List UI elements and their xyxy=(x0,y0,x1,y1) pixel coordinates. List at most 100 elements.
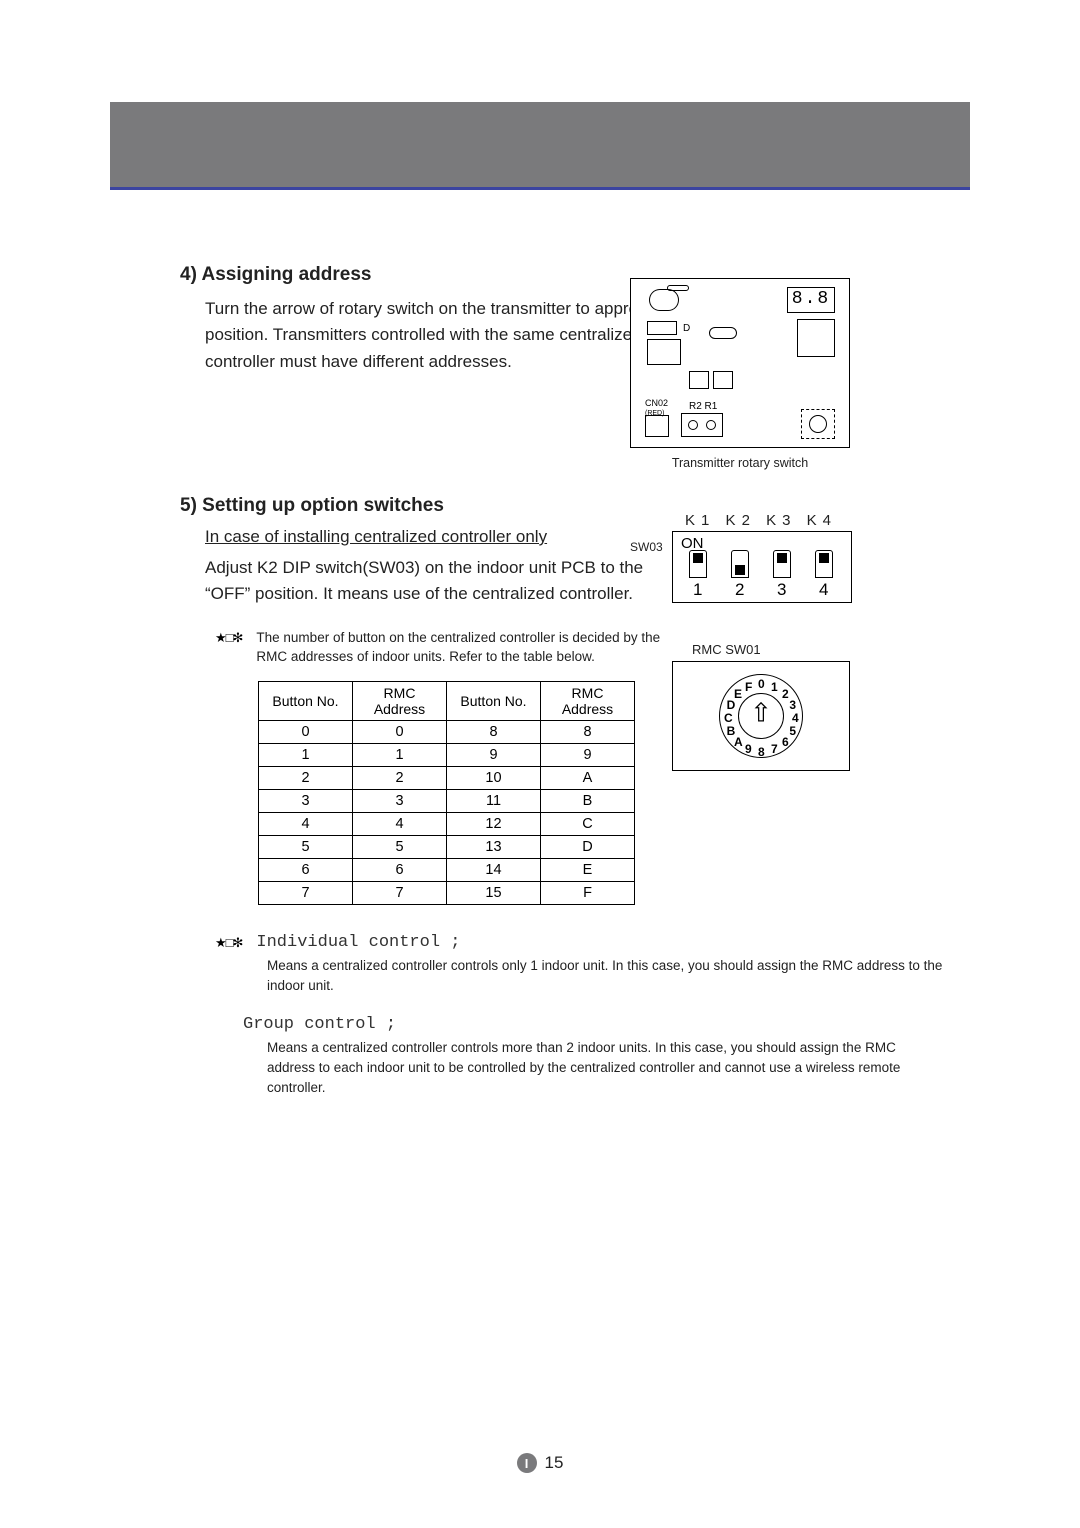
d-label: D xyxy=(683,323,690,334)
sw03-label: SW03 xyxy=(630,540,663,554)
rotary-char: 6 xyxy=(782,735,789,749)
table-cell: 7 xyxy=(259,882,353,905)
dip-switch xyxy=(773,550,791,578)
k-labels: K1 K2 K3 K4 xyxy=(672,512,850,529)
terminal-icon xyxy=(681,413,723,437)
header-bar xyxy=(110,102,970,190)
r-label: R2 R1 xyxy=(689,401,717,412)
table-row: 1199 xyxy=(259,744,635,767)
rotary-char: C xyxy=(724,711,733,725)
rotary-char: 4 xyxy=(792,711,799,725)
rotary-char: B xyxy=(727,724,736,738)
page-number: 15 xyxy=(545,1453,564,1473)
table-cell: E xyxy=(541,859,635,882)
component-icon xyxy=(709,327,737,339)
group-control-body: Means a centralized controller controls … xyxy=(267,1038,947,1099)
table-cell: 8 xyxy=(541,721,635,744)
table-cell: 1 xyxy=(353,744,447,767)
table-cell: 4 xyxy=(353,813,447,836)
table-cell: 13 xyxy=(447,836,541,859)
rotary-char: 8 xyxy=(758,745,765,759)
rotary-char: 9 xyxy=(745,742,752,756)
table-cell: 0 xyxy=(259,721,353,744)
rmc-sw01-label: RMC SW01 xyxy=(692,642,862,657)
connector-icon xyxy=(645,415,669,437)
table-cell: 7 xyxy=(353,882,447,905)
transmitter-box: 8.8 D CN02(RED) R2 R1 xyxy=(630,278,850,448)
individual-control-title: Individual control ; xyxy=(256,933,460,952)
table-cell: 1 xyxy=(259,744,353,767)
transmitter-figure: 8.8 D CN02(RED) R2 R1 Transmitter rotary… xyxy=(630,278,850,470)
table-cell: A xyxy=(541,767,635,790)
rotary-char: 7 xyxy=(771,742,778,756)
section-4-body: Turn the arrow of rotary switch on the t… xyxy=(205,296,690,375)
table-row: 4412C xyxy=(259,813,635,836)
table-header: Button No. xyxy=(259,681,353,720)
definitions: ★□✻ Individual control ; Means a central… xyxy=(215,933,970,1098)
table-cell: 9 xyxy=(541,744,635,767)
table-header: RMCAddress xyxy=(541,681,635,720)
component-icon xyxy=(689,371,709,389)
table-cell: 6 xyxy=(259,859,353,882)
dip-number: 2 xyxy=(735,580,744,600)
rotary-char: 2 xyxy=(782,687,789,701)
dip-switch-figure: K1 K2 K3 K4 SW03 ON 1234 xyxy=(630,512,850,603)
table-cell: 15 xyxy=(447,882,541,905)
dip-switch xyxy=(689,550,707,578)
dip-box: ON 1234 xyxy=(672,531,852,603)
table-row: 2210A xyxy=(259,767,635,790)
table-cell: 2 xyxy=(353,767,447,790)
table-cell: 10 xyxy=(447,767,541,790)
individual-control-body: Means a centralized controller controls … xyxy=(267,956,947,997)
rotary-char: 3 xyxy=(789,698,796,712)
rotary-char: A xyxy=(734,735,743,749)
seven-seg-display: 8.8 xyxy=(787,287,835,313)
page: 4) Assigning address Turn the arrow of r… xyxy=(0,0,1080,1528)
dip-number: 4 xyxy=(819,580,828,600)
rotary-arrow-icon: ⇧ xyxy=(750,697,772,728)
table-cell: D xyxy=(541,836,635,859)
pcb-trace xyxy=(667,285,689,291)
dip-number: 3 xyxy=(777,580,786,600)
table-cell: 5 xyxy=(259,836,353,859)
led-icon xyxy=(649,289,679,311)
section-5-subtitle: In case of installing centralized contro… xyxy=(205,527,569,547)
table-row: 5513D xyxy=(259,836,635,859)
table-cell: 14 xyxy=(447,859,541,882)
component-icon xyxy=(647,321,677,335)
table-cell: 8 xyxy=(447,721,541,744)
rotary-box: ⇧ 0123456789ABCDEF xyxy=(672,661,850,771)
table-cell: 5 xyxy=(353,836,447,859)
transmitter-caption: Transmitter rotary switch xyxy=(630,456,850,470)
table-header: RMCAddress xyxy=(353,681,447,720)
table-cell: 3 xyxy=(353,790,447,813)
page-footer: I 15 xyxy=(0,1453,1080,1473)
table-row: 3311B xyxy=(259,790,635,813)
note-text: The number of button on the centralized … xyxy=(256,628,666,667)
rotary-switch-icon xyxy=(801,409,835,439)
section-4-title: 4) Assigning address xyxy=(180,264,970,286)
section-5-body: Adjust K2 DIP switch(SW03) on the indoor… xyxy=(205,555,690,608)
rotary-char: 5 xyxy=(789,724,796,738)
table-header: Button No. xyxy=(447,681,541,720)
footer-badge: I xyxy=(517,1453,537,1473)
table-cell: 0 xyxy=(353,721,447,744)
table-cell: C xyxy=(541,813,635,836)
table-row: 0088 xyxy=(259,721,635,744)
table-row: 6614E xyxy=(259,859,635,882)
table-cell: 12 xyxy=(447,813,541,836)
address-table: Button No.RMCAddressButton No.RMCAddress… xyxy=(258,681,635,905)
table-cell: 11 xyxy=(447,790,541,813)
connector-icon xyxy=(647,339,681,365)
ic-chip-icon xyxy=(797,319,835,357)
rotary-char: 1 xyxy=(771,680,778,694)
table-cell: 4 xyxy=(259,813,353,836)
table-cell: B xyxy=(541,790,635,813)
table-cell: F xyxy=(541,882,635,905)
dip-switch xyxy=(731,550,749,578)
component-icon xyxy=(713,371,733,389)
note-icon: ★□✻ xyxy=(215,628,242,667)
dip-switch xyxy=(815,550,833,578)
rotary-char: E xyxy=(734,687,742,701)
table-cell: 9 xyxy=(447,744,541,767)
